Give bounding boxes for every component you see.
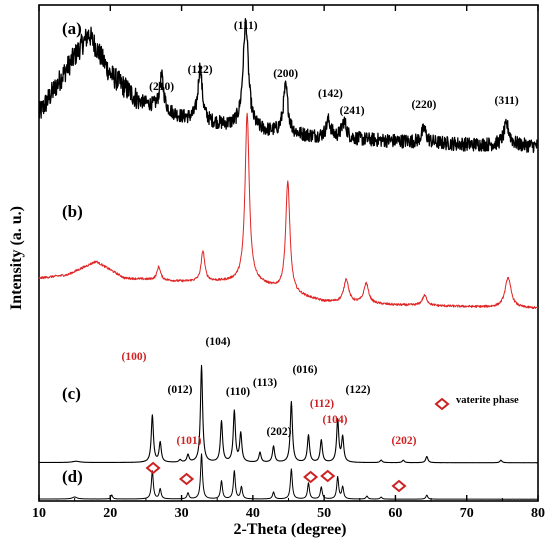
peak-label: (220) (411, 99, 436, 111)
peak-label: (111) (234, 20, 258, 32)
vaterite-diamond-icon (303, 470, 319, 484)
series-trace-1 (38, 18, 539, 154)
peak-label: (104) (206, 336, 231, 348)
panel-label-d: (d) (62, 467, 83, 486)
series-trace-2 (38, 112, 539, 310)
peak-label: (311) (494, 95, 518, 107)
peak-label-layer: (210) (122) (111) (200) (142) (241) (220) (311)… (122, 20, 519, 447)
peak-label: (241) (340, 105, 365, 117)
series-trace-4 (38, 453, 539, 500)
peak-label: (100) (122, 351, 147, 363)
peak-label: (101) (177, 435, 202, 447)
peak-label: (202) (267, 426, 292, 438)
x-tick-label: 30 (175, 506, 189, 521)
x-tick-label: 20 (103, 506, 117, 521)
peak-label: (113) (253, 377, 277, 389)
peak-label: (122) (346, 384, 371, 396)
x-tick-label: 60 (388, 506, 402, 521)
panel-labels: (a) (b) (c) (d) (62, 19, 83, 486)
peak-label: (104) (323, 414, 348, 426)
x-axis: 10 20 30 40 50 60 70 80 (32, 5, 545, 521)
legend: vaterite phase (434, 395, 519, 411)
vaterite-diamond-icon (391, 479, 407, 493)
panel-label-c: (c) (62, 384, 81, 403)
x-tick-label: 50 (317, 506, 331, 521)
peak-label: (202) (392, 435, 417, 447)
peak-label: (012) (168, 384, 193, 396)
peak-label: (142) (318, 88, 343, 100)
x-tick-label: 40 (246, 506, 260, 521)
x-axis-title: 2-Theta (degree) (234, 521, 347, 538)
legend-label: vaterite phase (456, 395, 519, 406)
peak-label: (016) (293, 364, 318, 376)
peak-label: (210) (149, 81, 174, 93)
panel-label-a: (a) (62, 19, 82, 38)
peak-label: (112) (310, 398, 334, 410)
panel-label-b: (b) (62, 202, 83, 221)
x-tick-label: 10 (32, 506, 46, 521)
peak-label: (110) (226, 386, 250, 398)
legend-diamond-icon (434, 397, 450, 411)
vaterite-diamond-icon (320, 469, 336, 483)
vaterite-diamond-icon (145, 461, 161, 475)
peak-label: (200) (273, 68, 298, 80)
series-layer (38, 18, 539, 500)
x-tick-label: 70 (460, 506, 474, 521)
x-tick-label: 80 (531, 506, 545, 521)
vaterite-diamond-icon (178, 472, 195, 486)
series-trace-3 (38, 364, 539, 464)
y-axis-title: Intensity (a. u.) (8, 206, 25, 310)
peak-label: (122) (188, 64, 213, 76)
vaterite-marker-layer (145, 461, 407, 493)
